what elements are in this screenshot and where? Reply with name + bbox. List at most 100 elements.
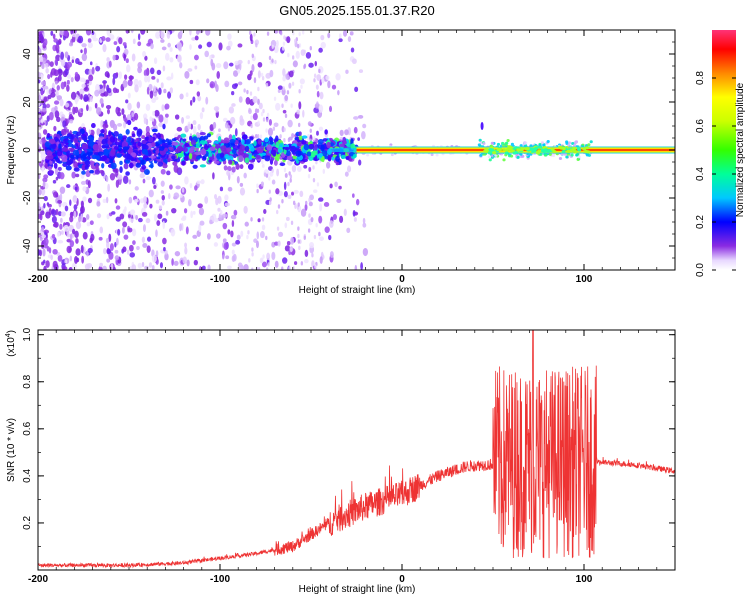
heatmap-cell bbox=[143, 144, 149, 150]
heatmap-cell bbox=[298, 131, 302, 136]
heatmap-cell bbox=[59, 98, 64, 107]
heatmap-cell bbox=[241, 134, 248, 140]
heatmap-cell bbox=[251, 53, 254, 59]
heatmap-cell bbox=[239, 187, 246, 196]
heatmap-cell bbox=[45, 103, 51, 109]
heatmap-cell bbox=[72, 195, 78, 203]
heatmap-cell bbox=[282, 86, 285, 91]
heatmap-cell bbox=[42, 57, 46, 65]
heatmap-cell bbox=[252, 113, 258, 121]
heatmap-cell bbox=[284, 95, 289, 101]
heatmap-cell bbox=[266, 31, 270, 36]
heatmap-cell bbox=[543, 148, 548, 152]
heatmap-cell bbox=[51, 88, 56, 93]
heatmap-cell bbox=[488, 158, 492, 162]
heatmap-cell bbox=[96, 201, 101, 207]
heatmap-cell bbox=[136, 101, 141, 109]
heatmap-cell bbox=[278, 148, 283, 153]
heatmap-cell bbox=[227, 186, 233, 192]
heatmap-cell bbox=[162, 163, 168, 169]
heatmap-cell bbox=[261, 152, 267, 156]
heatmap-cell bbox=[487, 151, 492, 155]
heatmap-cell bbox=[89, 95, 93, 103]
heatmap-cell bbox=[57, 239, 64, 244]
heatmap-cell bbox=[257, 218, 261, 223]
heatmap-cell bbox=[115, 88, 120, 93]
heatmap-cell bbox=[137, 33, 141, 41]
heatmap-cell bbox=[155, 150, 160, 154]
heatmap-cell bbox=[184, 176, 189, 185]
heatmap-cell bbox=[319, 203, 323, 212]
heatmap-cell bbox=[306, 151, 312, 157]
heatmap-cell bbox=[257, 98, 260, 105]
heatmap-cell bbox=[345, 69, 349, 74]
heatmap-cell bbox=[507, 145, 512, 149]
heatmap-cell bbox=[40, 118, 44, 124]
heatmap-cell bbox=[283, 146, 290, 151]
heatmap-cell bbox=[239, 182, 244, 187]
heatmap-cell bbox=[189, 135, 193, 141]
heatmap-cell bbox=[157, 161, 164, 167]
heatmap-cell bbox=[538, 145, 543, 149]
heatmap-cell bbox=[282, 257, 288, 264]
heatmap-cell bbox=[191, 37, 196, 41]
heatmap-cell bbox=[575, 153, 579, 157]
heatmap-cell bbox=[127, 102, 132, 111]
heatmap-cell bbox=[151, 76, 156, 80]
heatmap-cell bbox=[226, 170, 230, 176]
heatmap-cell bbox=[246, 234, 249, 240]
heatmap-cell bbox=[232, 253, 237, 262]
heatmap-cell bbox=[264, 155, 271, 162]
heatmap-cell bbox=[189, 99, 193, 106]
heatmap-cell bbox=[87, 197, 93, 204]
heatmap-cell bbox=[169, 47, 173, 52]
top-y-tick-label: 40 bbox=[22, 48, 33, 60]
heatmap-cell bbox=[47, 165, 53, 171]
heatmap-cell bbox=[52, 248, 58, 255]
heatmap-cell bbox=[435, 153, 439, 157]
heatmap-cell bbox=[250, 123, 253, 129]
top-y-ticks: 40 20 0 -20 -40 bbox=[22, 29, 675, 271]
heatmap-cell bbox=[542, 143, 546, 147]
heatmap-cell bbox=[266, 117, 269, 123]
heatmap-cell bbox=[141, 262, 145, 268]
heatmap-cell bbox=[261, 76, 265, 81]
heatmap-cell bbox=[57, 199, 63, 204]
heatmap-cell bbox=[86, 214, 90, 220]
heatmap-cell bbox=[133, 126, 138, 131]
heatmap-cell bbox=[48, 170, 55, 175]
heatmap-cell bbox=[41, 240, 44, 249]
heatmap-cell bbox=[71, 56, 75, 61]
heatmap-cell bbox=[230, 230, 234, 238]
heatmap-cell bbox=[271, 168, 274, 173]
heatmap-cell bbox=[572, 149, 577, 153]
heatmap-cell bbox=[199, 220, 205, 226]
heatmap-cell bbox=[63, 224, 69, 232]
heatmap-cell bbox=[46, 150, 53, 157]
svg-text:(x104): (x104) bbox=[5, 330, 17, 357]
heatmap-cell bbox=[38, 101, 41, 107]
heatmap-cell bbox=[206, 78, 210, 84]
heatmap-cell bbox=[112, 54, 116, 61]
heatmap-cell bbox=[163, 88, 167, 94]
heatmap-cell bbox=[318, 197, 324, 202]
heatmap-cell bbox=[285, 74, 291, 81]
heatmap-cell bbox=[279, 162, 286, 167]
heatmap-cell bbox=[309, 128, 312, 134]
heatmap-cell bbox=[313, 234, 317, 240]
heatmap-cell bbox=[92, 37, 99, 42]
heatmap-cell bbox=[525, 147, 530, 151]
heatmap-cell bbox=[155, 250, 159, 258]
heatmap-cell bbox=[574, 140, 579, 144]
heatmap-cell bbox=[239, 164, 244, 170]
heatmap-cell bbox=[69, 255, 73, 262]
heatmap-cell bbox=[60, 81, 65, 90]
heatmap-cell bbox=[153, 57, 158, 65]
heatmap-cell bbox=[123, 234, 129, 240]
heatmap-cell bbox=[249, 136, 254, 141]
heatmap-cell bbox=[577, 155, 581, 159]
heatmap-cell bbox=[123, 53, 126, 62]
heatmap-cell bbox=[244, 145, 250, 153]
heatmap-cell bbox=[329, 251, 334, 258]
heatmap-cell bbox=[170, 228, 176, 237]
